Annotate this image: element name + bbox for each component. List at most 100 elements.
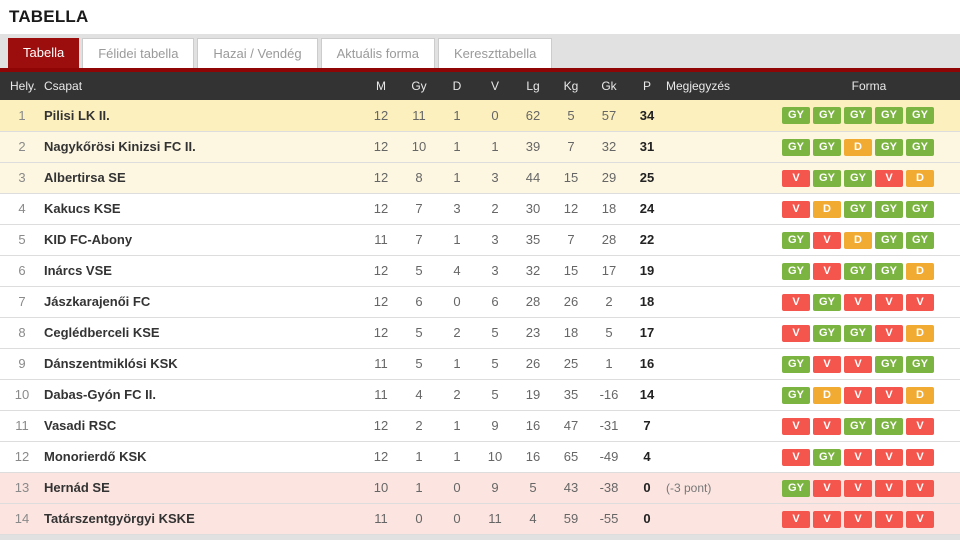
- goals-for-cell: 16: [525, 418, 541, 433]
- rank-cell: 6: [18, 263, 26, 278]
- goals-against-cell: 26: [563, 294, 579, 309]
- team-name-cell[interactable]: Dánszentmiklósi KSK: [44, 356, 178, 371]
- wins-cell: 5: [415, 356, 423, 371]
- wins-cell: 7: [415, 201, 423, 216]
- form-badge-win: GY: [906, 355, 934, 373]
- form-badge-loss: V: [782, 448, 810, 466]
- wins-cell: 1: [415, 449, 423, 464]
- team-name-cell[interactable]: Dabas-Gyón FC II.: [44, 387, 156, 402]
- matches-cell: 12: [373, 449, 389, 464]
- form-badge-win: GY: [782, 107, 810, 125]
- matches-cell: 11: [374, 511, 388, 526]
- team-name-cell[interactable]: Ceglédberceli KSE: [44, 325, 160, 340]
- tab-tabella[interactable]: Tabella: [8, 38, 80, 68]
- form-badge-loss: V: [875, 324, 903, 342]
- form-badge-draw: D: [844, 231, 872, 249]
- goal-diff-cell: 17: [601, 263, 617, 278]
- table-row: 11 Vasadi RSC 12 2 1 9 16 47 -31 7 V V GY G…: [0, 410, 960, 441]
- form-badge-win: GY: [906, 200, 934, 218]
- goals-against-cell: 7: [567, 139, 575, 154]
- team-name-cell[interactable]: Kakucs KSE: [44, 201, 121, 216]
- team-name-cell[interactable]: Hernád SE: [44, 480, 110, 495]
- rank-cell: 10: [14, 387, 30, 402]
- losses-cell: 1: [491, 139, 499, 154]
- tab-kereszttabella[interactable]: Kereszttabella: [437, 38, 553, 68]
- note-cell: [666, 286, 778, 317]
- column-header-csapat: Csapat: [44, 79, 83, 93]
- team-name-cell[interactable]: Pilisi LK II.: [44, 107, 110, 123]
- note-cell: [666, 503, 778, 534]
- form-badge-win: GY: [813, 448, 841, 466]
- team-name-cell[interactable]: Nagykőrösi Kinizsi FC II.: [44, 139, 196, 154]
- team-name-cell[interactable]: Monorierdő KSK: [44, 449, 147, 464]
- goals-for-cell: 19: [525, 387, 541, 402]
- form-cell: V D GY GY GY: [778, 193, 960, 224]
- form-cell: V GY V V V: [778, 286, 960, 317]
- tab-aktu-lis-forma[interactable]: Aktuális forma: [320, 38, 435, 68]
- points-cell: 4: [643, 449, 651, 464]
- tab-hazai-vend-g[interactable]: Hazai / Vendég: [197, 38, 318, 68]
- rank-cell: 4: [18, 201, 26, 216]
- form-badge-loss: V: [813, 355, 841, 373]
- losses-cell: 10: [487, 449, 503, 464]
- table-row: 8 Ceglédberceli KSE 12 5 2 5 23 18 5 17 …: [0, 317, 960, 348]
- column-header-d: D: [452, 79, 462, 93]
- form-badge-win: GY: [782, 386, 810, 404]
- note-cell: [666, 410, 778, 441]
- form-badge-draw: D: [844, 138, 872, 156]
- draws-cell: 0: [453, 294, 461, 309]
- form-cell: V GY GY V D: [778, 162, 960, 193]
- form-badge-win: GY: [782, 138, 810, 156]
- form-badge-win: GY: [813, 324, 841, 342]
- goals-against-cell: 18: [563, 325, 579, 340]
- team-name-cell[interactable]: Tatárszentgyörgyi KSKE: [44, 511, 195, 526]
- form-badge-draw: D: [906, 324, 934, 342]
- goals-for-cell: 23: [525, 325, 541, 340]
- form-badge-loss: V: [844, 479, 872, 497]
- table-row: 13 Hernád SE 10 1 0 9 5 43 -38 0 (-3 pon…: [0, 472, 960, 503]
- form-badge-win: GY: [875, 231, 903, 249]
- matches-cell: 11: [374, 356, 388, 371]
- draws-cell: 1: [453, 139, 461, 154]
- tab-underline: [0, 68, 960, 72]
- table-row: 10 Dabas-Gyón FC II. 11 4 2 5 19 35 -16 …: [0, 379, 960, 410]
- rank-cell: 13: [14, 480, 30, 495]
- goal-diff-cell: 32: [601, 139, 617, 154]
- form-badge-win: GY: [875, 262, 903, 280]
- wins-cell: 8: [415, 170, 423, 185]
- form-cell: GY GY D GY GY: [778, 131, 960, 162]
- wins-cell: 10: [411, 139, 427, 154]
- form-badge-win: GY: [844, 107, 872, 125]
- team-name-cell[interactable]: KID FC-Abony: [44, 232, 133, 247]
- points-cell: 19: [639, 263, 655, 278]
- note-cell: [666, 317, 778, 348]
- team-name-cell[interactable]: Albertirsa SE: [44, 170, 126, 185]
- goal-diff-cell: 57: [601, 107, 617, 123]
- form-badge-win: GY: [906, 138, 934, 156]
- wins-cell: 1: [415, 480, 423, 495]
- tab-f-lidei-tabella[interactable]: Félidei tabella: [82, 38, 195, 68]
- table-row: 14 Tatárszentgyörgyi KSKE 11 0 0 11 4 59…: [0, 503, 960, 534]
- wins-cell: 6: [415, 294, 423, 309]
- goals-for-cell: 44: [525, 170, 541, 185]
- form-badge-draw: D: [813, 386, 841, 404]
- form-badge-loss: V: [844, 448, 872, 466]
- goals-against-cell: 65: [563, 449, 579, 464]
- wins-cell: 7: [415, 232, 423, 247]
- losses-cell: 5: [491, 387, 499, 402]
- form-badge-draw: D: [906, 386, 934, 404]
- note-cell: [666, 379, 778, 410]
- table-row: 5 KID FC-Abony 11 7 1 3 35 7 28 22 GY V D G…: [0, 224, 960, 255]
- points-cell: 25: [639, 170, 655, 185]
- form-badge-win: GY: [844, 324, 872, 342]
- losses-cell: 9: [491, 418, 499, 433]
- rank-cell: 5: [18, 232, 26, 247]
- team-name-cell[interactable]: Vasadi RSC: [44, 418, 117, 433]
- form-badge-loss: V: [906, 479, 934, 497]
- rank-cell: 14: [14, 511, 30, 526]
- wins-cell: 0: [415, 511, 423, 526]
- team-name-cell[interactable]: Jászkarajenői FC: [44, 294, 151, 309]
- column-header-m: M: [376, 79, 386, 93]
- column-header-v: V: [490, 79, 499, 93]
- team-name-cell[interactable]: Inárcs VSE: [44, 263, 112, 278]
